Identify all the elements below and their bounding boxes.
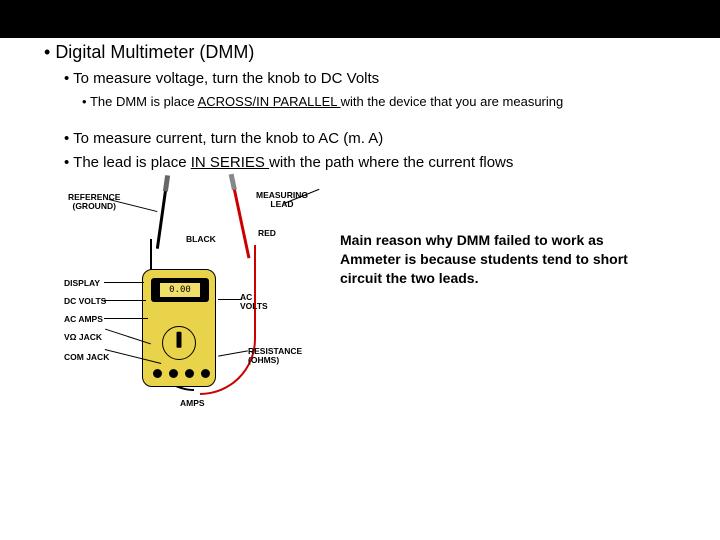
label-com-jack: COM JACK xyxy=(64,353,109,362)
voltage-sub-post: with the device that you are measuring xyxy=(341,94,564,109)
label-black: BLACK xyxy=(186,235,216,244)
label-reference-l2: (GROUND) xyxy=(72,201,115,211)
jack-2 xyxy=(169,369,178,378)
leader-display xyxy=(104,282,144,283)
voltage-text: To measure voltage, turn the knob to DC … xyxy=(73,70,379,87)
voltage-sub: The DMM is place ACROSS/IN PARALLEL with… xyxy=(82,93,700,111)
heading-l1: Digital Multimeter (DMM) To measure volt… xyxy=(44,42,700,173)
label-amps: AMPS xyxy=(180,399,205,408)
current-sub-post: with the path where the current flows xyxy=(269,154,513,171)
current-sub-pre: The lead is place xyxy=(73,154,191,171)
label-dcvolts: DC VOLTS xyxy=(64,297,106,306)
current-text: To measure current, turn the knob to AC … xyxy=(73,130,383,147)
leader-dcvolts xyxy=(104,300,146,301)
jack-3 xyxy=(185,369,194,378)
label-acvolts-l2: VOLTS xyxy=(240,301,268,311)
current-sub-underline: IN SERIES xyxy=(191,154,269,171)
label-red: RED xyxy=(258,229,276,238)
dmm-body: 0.00 xyxy=(142,269,216,387)
label-acvolts: AC VOLTS xyxy=(240,293,268,311)
label-measuring: MEASURING LEAD xyxy=(256,191,308,209)
label-vohm-jack: VΩ JACK xyxy=(64,333,102,342)
label-acamps: AC AMPS xyxy=(64,315,103,324)
voltage-sub-pre: The DMM is place xyxy=(90,94,198,109)
dmm-screen-value: 0.00 xyxy=(160,283,200,297)
dmm-screen: 0.00 xyxy=(151,278,209,302)
voltage-sub-underline: ACROSS/IN PARALLEL xyxy=(198,94,341,109)
label-resistance: RESISTANCE (OHMS) xyxy=(248,347,302,365)
jack-1 xyxy=(153,369,162,378)
label-display: DISPLAY xyxy=(64,279,100,288)
heading-text: Digital Multimeter (DMM) xyxy=(55,42,254,62)
leader-acamps xyxy=(104,318,148,319)
label-reference: REFERENCE (GROUND) xyxy=(68,193,120,211)
lower-row: 0.00 REFERENCE (GROUND) BLACK MEASURING … xyxy=(44,181,700,411)
voltage-line: To measure voltage, turn the knob to DC … xyxy=(64,69,700,111)
dmm-dial xyxy=(162,326,196,360)
title-bar xyxy=(0,0,720,38)
current-sub: The lead is place IN SERIES with the pat… xyxy=(64,153,700,173)
jack-4 xyxy=(201,369,210,378)
slide-content: Digital Multimeter (DMM) To measure volt… xyxy=(0,38,720,411)
multimeter-diagram: 0.00 REFERENCE (GROUND) BLACK MEASURING … xyxy=(40,181,340,411)
label-resistance-l2: (OHMS) xyxy=(248,355,279,365)
current-line: To measure current, turn the knob to AC … xyxy=(64,129,700,149)
leader-acvolts xyxy=(218,299,242,300)
callout-text: Main reason why DMM failed to work as Am… xyxy=(340,231,640,288)
